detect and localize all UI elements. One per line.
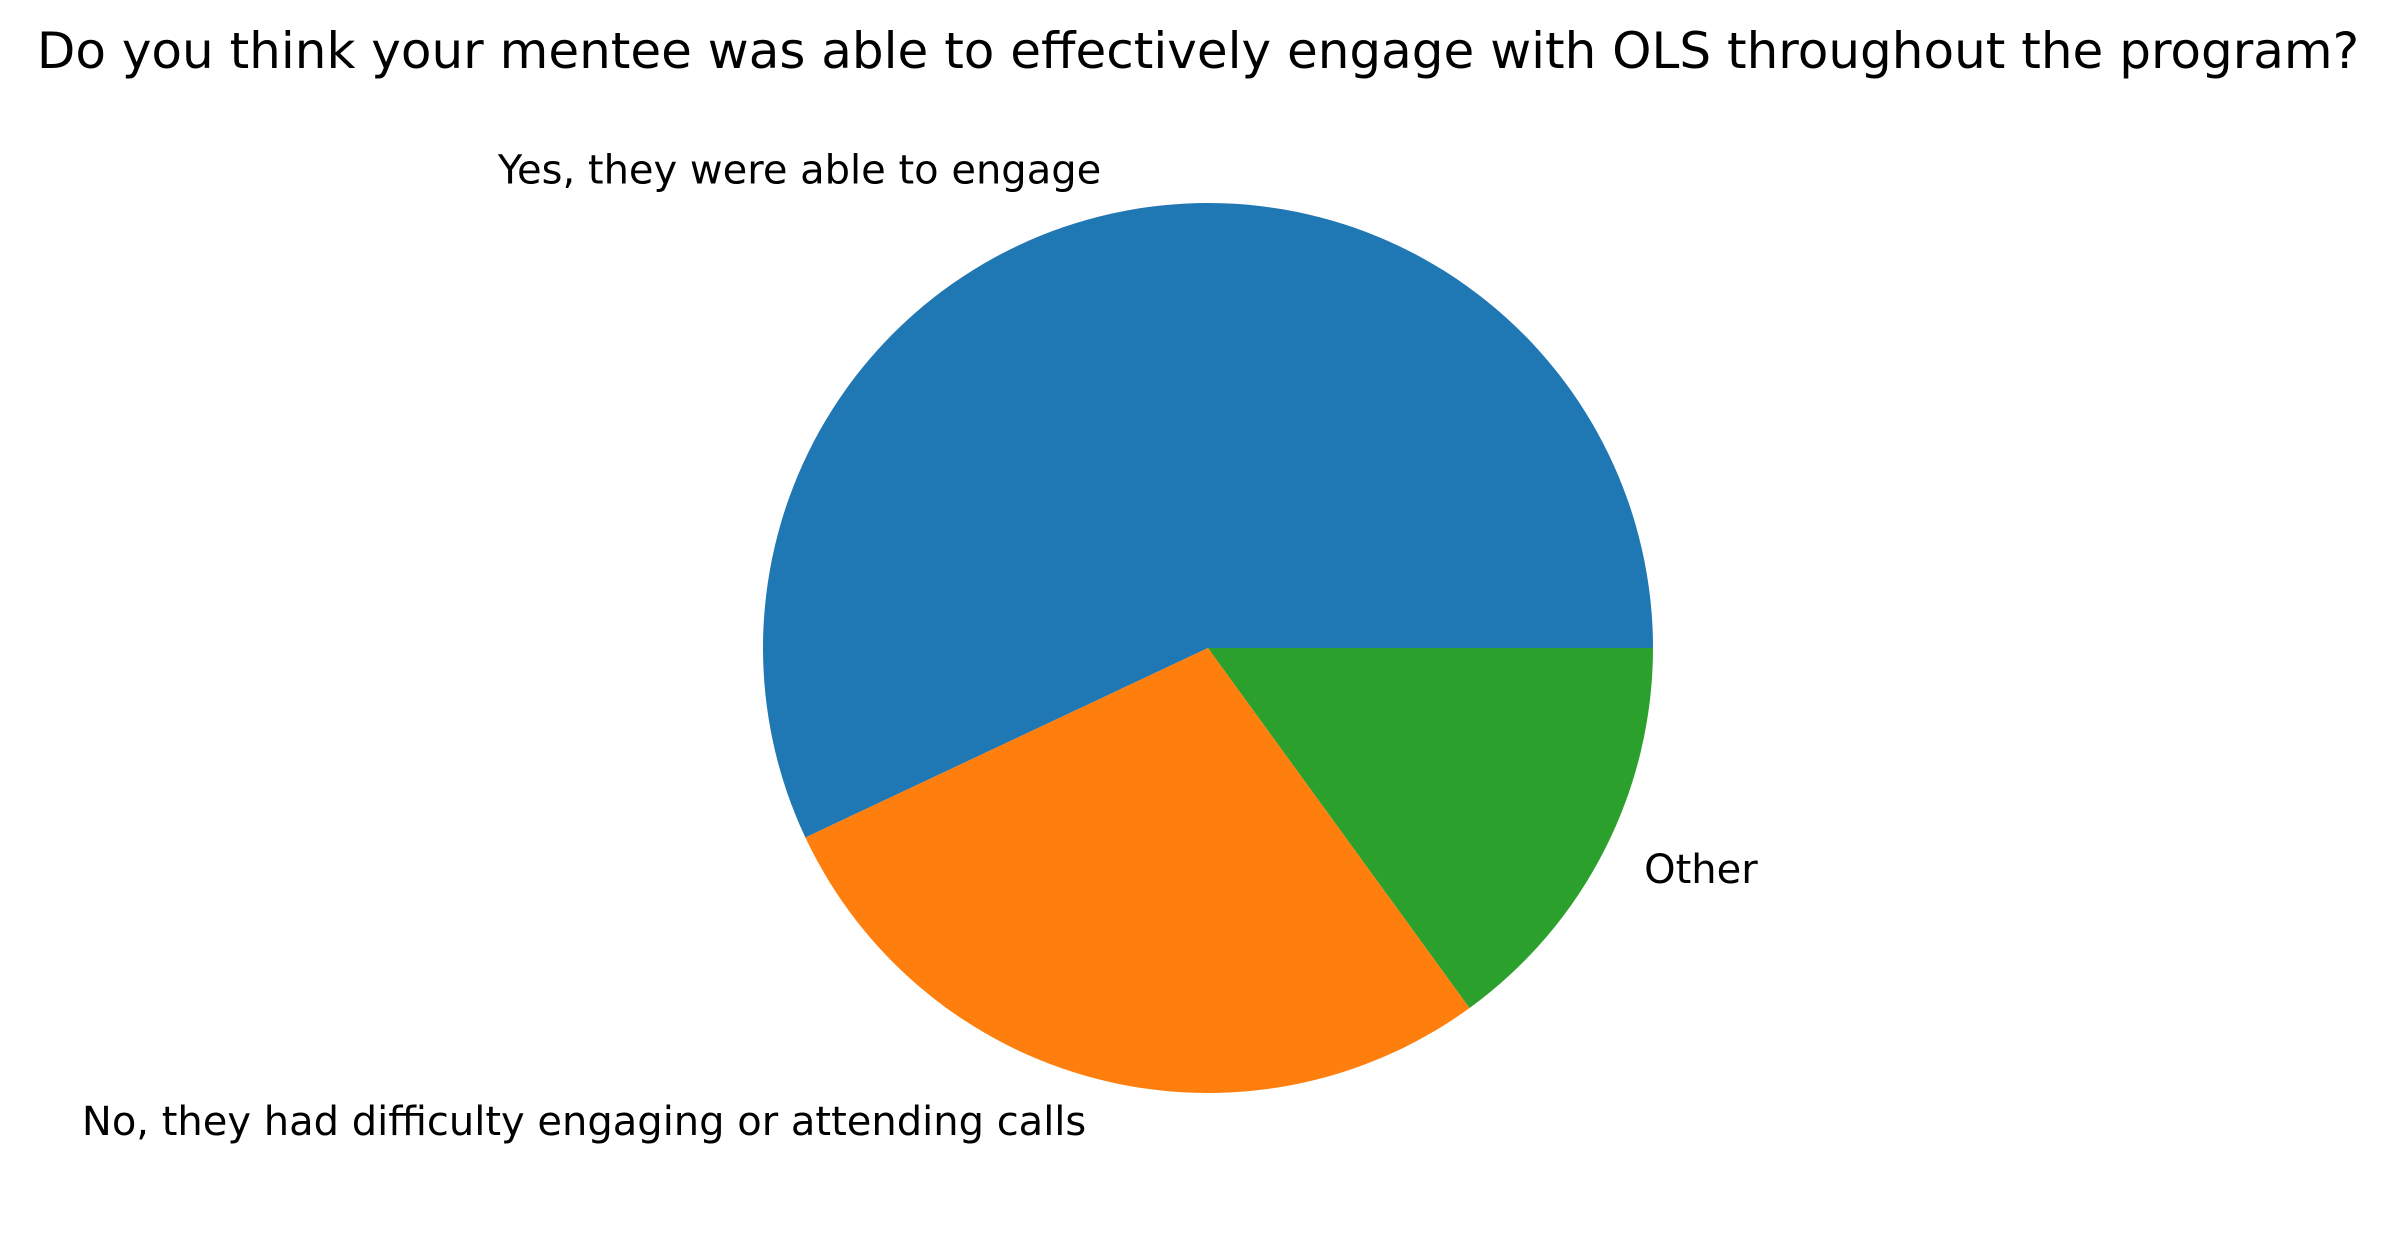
chart-title: Do you think your mentee was able to eff… — [37, 22, 2359, 80]
pie-slice-label-2: No, they had difficulty engaging or atte… — [82, 1099, 1086, 1145]
pie-slice-2 — [805, 648, 1470, 1093]
pie-slice-1 — [763, 203, 1653, 838]
pie-slice-label-3: Other — [1644, 847, 1758, 893]
pie-slices — [763, 203, 1653, 1093]
pie-slice-label-1: Yes, they were able to engage — [497, 147, 1101, 193]
pie-slice-3 — [1208, 648, 1653, 1009]
pie-labels: Yes, they were able to engage No, they ha… — [82, 147, 1758, 1145]
